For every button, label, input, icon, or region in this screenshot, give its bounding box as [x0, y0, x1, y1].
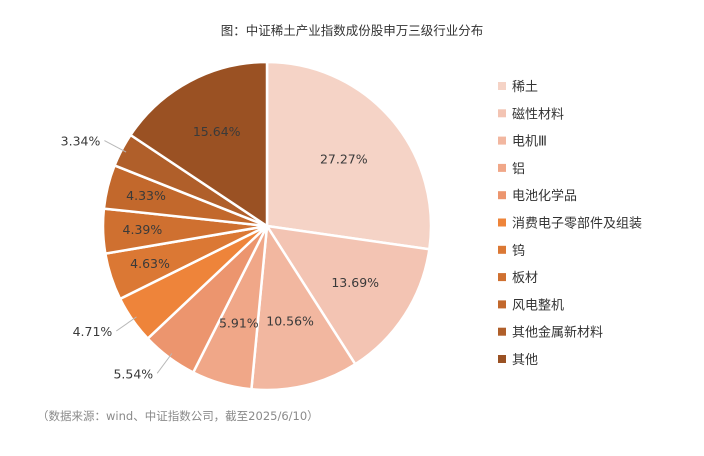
slice-value-label: 3.34%: [61, 134, 101, 149]
slice-value-label: 4.63%: [130, 256, 170, 271]
legend-label: 消费电子零部件及组装: [512, 217, 642, 232]
leader-lines: [104, 140, 173, 374]
legend-swatch: [498, 327, 506, 336]
legend-label: 风电整机: [512, 298, 564, 313]
legend-swatch: [498, 273, 506, 282]
legend-swatch: [498, 245, 506, 254]
legend-swatch: [498, 355, 506, 363]
leader-line: [116, 316, 137, 332]
slice-value-label: 27.27%: [320, 151, 368, 166]
legend-label: 磁性材料: [512, 107, 564, 122]
legend-label: 其他金属新材料: [512, 325, 603, 341]
legend-label: 钨: [512, 243, 525, 259]
slice-value-label: 13.69%: [331, 275, 379, 290]
legend-swatch: [498, 218, 506, 227]
chart-title: 图：中证稀土产业指数成份股申万三级行业分布: [220, 23, 484, 38]
slice-value-label: 4.33%: [126, 188, 166, 203]
legend-label: 稀土: [512, 80, 538, 95]
legend-label: 其他: [512, 353, 538, 368]
slice-value-label: 5.91%: [219, 316, 259, 331]
legend-swatch: [498, 191, 506, 200]
legend-swatch: [498, 163, 506, 172]
legend-label: 板材: [512, 271, 538, 286]
legend-label: 铝: [512, 162, 525, 177]
pie-slice: [129, 60, 269, 228]
legend-swatch: [498, 109, 506, 118]
legend-label: 电机Ⅲ: [512, 135, 547, 150]
legend-swatch: [498, 82, 506, 90]
pie-slice: [265, 60, 433, 251]
legend-swatch: [498, 300, 506, 309]
leader-line: [104, 140, 127, 153]
slice-value-label: 5.54%: [113, 366, 153, 381]
slice-value-label: 15.64%: [193, 124, 241, 139]
pie-slice: [265, 224, 431, 366]
leader-line: [156, 353, 173, 374]
legend-swatch: [498, 136, 506, 145]
pie-slice: [250, 224, 357, 392]
slice-value-label: 4.39%: [123, 222, 163, 237]
slice-value-labels: 27.27% 13.69% 10.56% 5.91% 5.54% 4.71% 4.63% 4.…: [61, 124, 379, 381]
legend-label: 电池化学品: [512, 188, 577, 204]
source-note: （数据来源：wind、中证指数公司，截至2025/6/10）: [37, 409, 319, 423]
slice-value-label: 10.56%: [266, 314, 314, 329]
slice-value-label: 4.71%: [73, 324, 113, 339]
